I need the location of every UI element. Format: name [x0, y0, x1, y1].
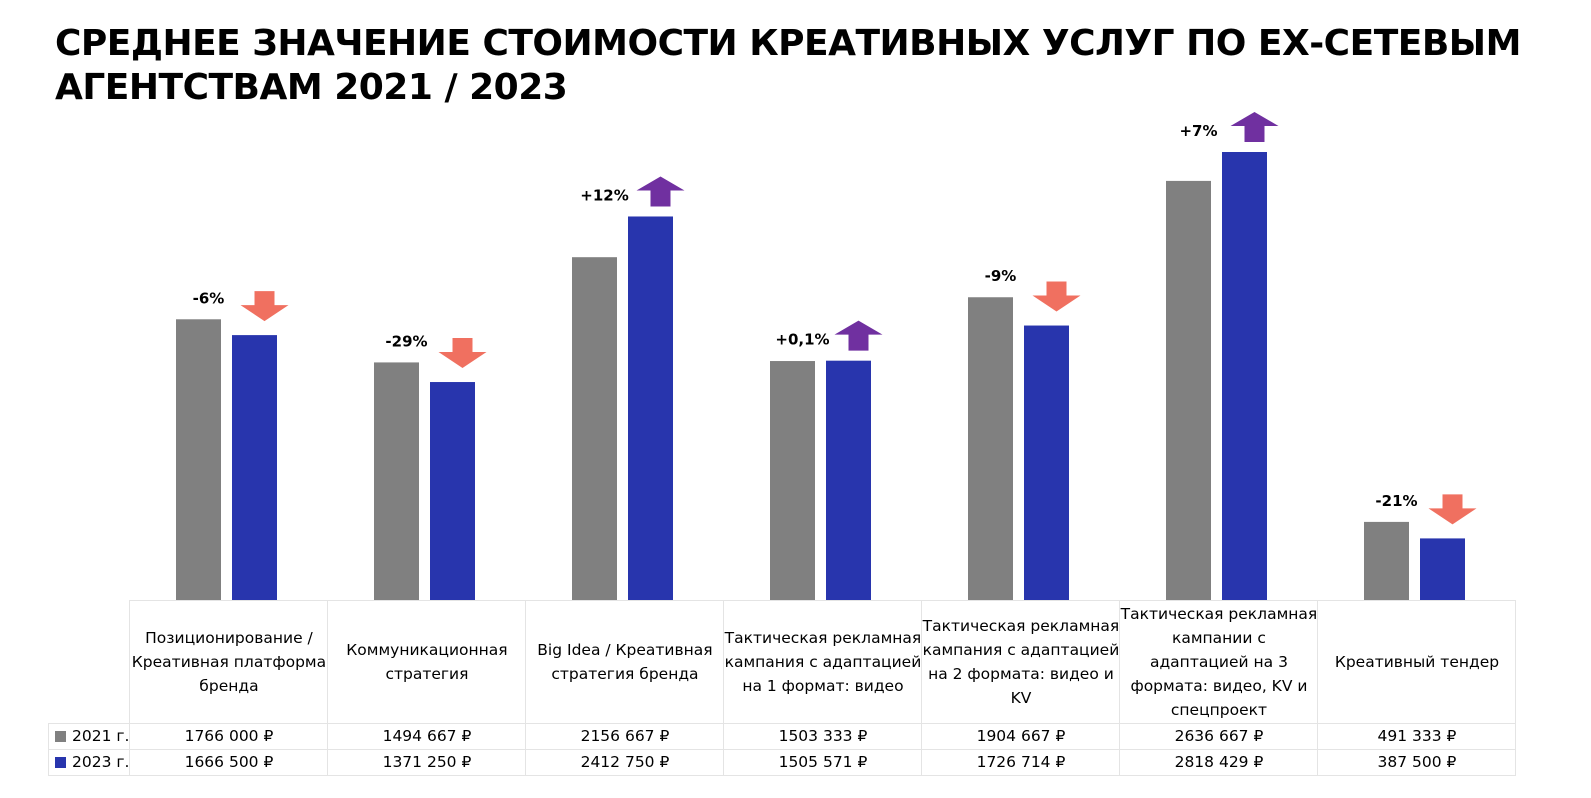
change-label: -29% [385, 332, 427, 350]
arrow-down-icon [1428, 494, 1477, 525]
category-label: Тактическая рекламная кампания с адаптац… [723, 600, 923, 724]
arrow-down-icon [240, 291, 289, 322]
legend-swatch-2021 [55, 731, 66, 742]
value-cell-2023: 1371 250 ₽ [327, 749, 527, 776]
change-label: +12% [580, 186, 628, 204]
series-row-2021: 2021 г. 1766 000 ₽1494 667 ₽2156 667 ₽15… [47, 723, 1517, 750]
bar-2021 [176, 319, 221, 600]
bar-2023 [1024, 325, 1069, 600]
bar-2023 [1222, 152, 1267, 600]
value-cell-2021: 1904 667 ₽ [921, 723, 1121, 750]
bar-2021 [572, 257, 617, 600]
category-row: Позиционирование / Креативная платформа … [48, 600, 1517, 724]
bar-2023 [628, 216, 673, 600]
bar-2021 [374, 362, 419, 600]
arrow-up-icon [636, 176, 685, 207]
bar-2021 [968, 297, 1013, 600]
category-label: Тактическая рекламная кампания с адаптац… [921, 600, 1121, 724]
value-cell-2023: 2412 750 ₽ [525, 749, 725, 776]
bar-2021 [770, 361, 815, 600]
value-cell-2023: 387 500 ₽ [1317, 749, 1517, 776]
category-label: Позиционирование / Креативная платформа … [129, 600, 329, 724]
bar-2023 [826, 360, 871, 600]
legend-2023: 2023 г. [47, 749, 131, 776]
bar-2023 [430, 382, 475, 600]
arrow-down-icon [438, 338, 487, 369]
legend-2021: 2021 г. [47, 723, 131, 750]
value-cell-2021: 1766 000 ₽ [129, 723, 329, 750]
change-label: -6% [193, 289, 225, 307]
table-corner [48, 600, 131, 724]
data-table: Позиционирование / Креативная платформа … [47, 600, 1517, 776]
arrow-up-icon [834, 320, 883, 351]
bar-2023 [1420, 538, 1465, 600]
arrow-up-icon [1230, 112, 1279, 142]
bar-2021 [1166, 180, 1211, 600]
bar-2021 [1364, 521, 1409, 600]
category-label: Тактическая рекламная кампании с адаптац… [1119, 600, 1319, 724]
value-cell-2023: 1666 500 ₽ [129, 749, 329, 776]
category-label: Креативный тендер [1317, 600, 1517, 724]
series-row-2023: 2023 г. 1666 500 ₽1371 250 ₽2412 750 ₽15… [47, 749, 1517, 776]
change-label: +7% [1179, 122, 1217, 140]
value-cell-2023: 1505 571 ₽ [723, 749, 923, 776]
value-cell-2023: 2818 429 ₽ [1119, 749, 1319, 776]
bar-chart: -6% -29% +12% +0,1% -9% +7% -21% [176, 112, 1477, 600]
value-cell-2021: 2636 667 ₽ [1119, 723, 1319, 750]
category-label: Big Idea / Креативная стратегия бренда [525, 600, 725, 724]
category-label: Коммуникационная стратегия [327, 600, 527, 724]
value-cell-2021: 491 333 ₽ [1317, 723, 1517, 750]
arrow-down-icon [1032, 281, 1081, 312]
bar-2023 [232, 335, 277, 600]
change-label: -9% [985, 267, 1017, 285]
legend-label-2021: 2021 г. [72, 727, 130, 745]
change-label: -21% [1375, 492, 1417, 510]
value-cell-2023: 1726 714 ₽ [921, 749, 1121, 776]
change-label: +0,1% [775, 331, 829, 349]
value-cell-2021: 1494 667 ₽ [327, 723, 527, 750]
chart-title: СРЕДНЕЕ ЗНАЧЕНИЕ СТОИМОСТИ КРЕАТИВНЫХ УС… [55, 23, 1521, 108]
value-cell-2021: 1503 333 ₽ [723, 723, 923, 750]
legend-label-2023: 2023 г. [72, 753, 130, 771]
legend-swatch-2023 [55, 757, 66, 768]
value-cell-2021: 2156 667 ₽ [525, 723, 725, 750]
